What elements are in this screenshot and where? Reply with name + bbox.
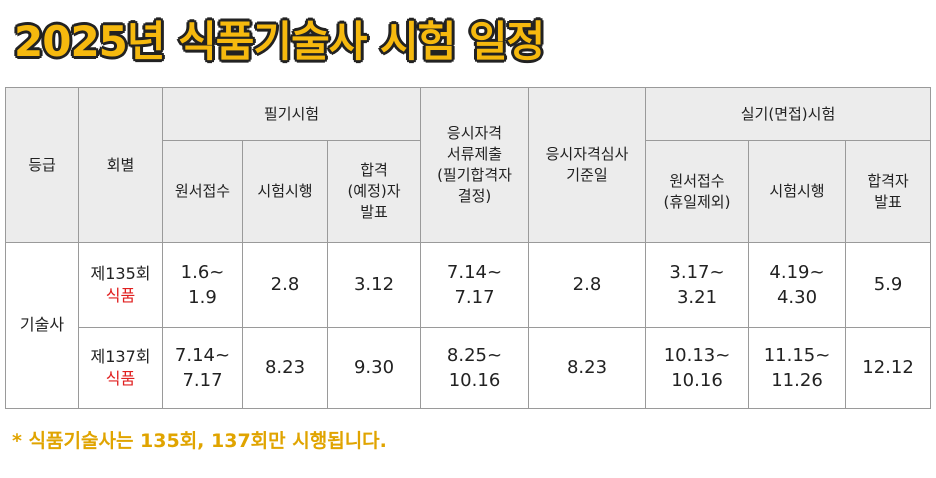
- title: 2025년 식품기술사 시험 일정: [14, 17, 545, 66]
- header-cell: 실기(면접)시험: [644, 87, 932, 141]
- date-cell: 8.23: [242, 327, 328, 409]
- date-cell: 5.9: [844, 242, 932, 328]
- header-cell: 응시자격심사 기준일: [528, 87, 646, 243]
- field: 식품: [105, 369, 136, 388]
- date-cell: 3.12: [327, 242, 421, 328]
- date-cell: 11.15~ 11.26: [748, 327, 846, 409]
- header-cell: 원서접수: [162, 140, 243, 243]
- date-cell: 10.13~ 10.16: [645, 327, 749, 409]
- date-cell: 7.14~ 7.17: [162, 327, 243, 409]
- header-cell: 시험시행: [242, 140, 328, 243]
- header-cell: 응시자격 서류제출 (필기합격자 결정): [420, 87, 529, 243]
- round: 제137회: [90, 346, 151, 366]
- date-cell: 2.8: [528, 242, 646, 328]
- date-cell: 8.25~ 10.16: [420, 327, 529, 409]
- schedule-table: 등급 회별 필기시험 응시자격 서류제출 (필기합격자 결정) 응시자격심사 기…: [5, 87, 932, 409]
- date-cell: 7.14~ 7.17: [420, 242, 529, 328]
- header-cell: 필기시험: [162, 87, 421, 141]
- date-cell: 2.8: [242, 242, 328, 328]
- header-cell: 등급: [5, 87, 79, 243]
- grade-cell: 기술사: [5, 242, 79, 409]
- footnote: * 식품기술사는 135회, 137회만 시행됩니다.: [12, 430, 387, 452]
- date-cell: 12.12: [844, 327, 932, 409]
- header-cell: 회별: [78, 87, 163, 243]
- field: 식품: [105, 286, 136, 305]
- date-cell: 3.17~ 3.21: [645, 242, 749, 328]
- date-cell: 4.19~ 4.30: [748, 242, 846, 328]
- header-cell: 원서접수 (휴일제외): [645, 140, 749, 243]
- date-cell: 9.30: [327, 327, 421, 409]
- date-cell: 1.6~ 1.9: [162, 242, 243, 328]
- header-cell: 시험시행: [748, 140, 846, 243]
- date-cell: 8.23: [528, 327, 646, 409]
- header-cell: 합격자 발표: [844, 140, 932, 243]
- round: 제135회: [90, 263, 151, 283]
- header-cell: 합격 (예정)자 발표: [327, 140, 421, 243]
